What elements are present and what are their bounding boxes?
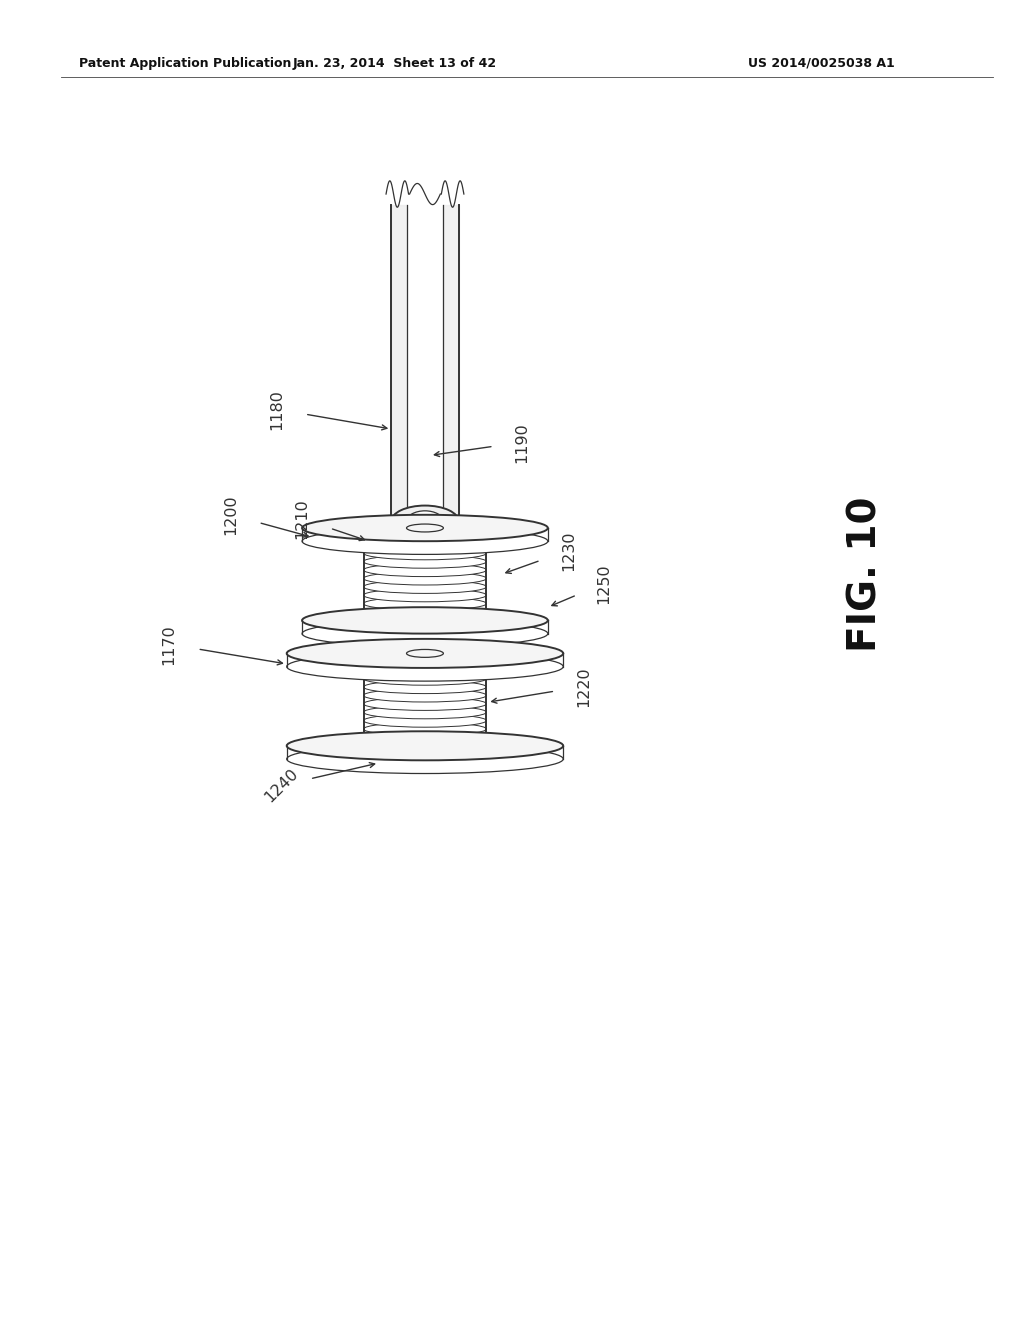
Ellipse shape <box>364 731 486 744</box>
Ellipse shape <box>364 689 486 702</box>
Ellipse shape <box>364 614 486 627</box>
Ellipse shape <box>302 528 548 554</box>
Text: 1210: 1210 <box>295 499 309 539</box>
Polygon shape <box>364 528 486 620</box>
Ellipse shape <box>364 546 486 560</box>
Ellipse shape <box>364 672 486 685</box>
Text: 1230: 1230 <box>561 531 575 570</box>
Ellipse shape <box>364 589 486 602</box>
Ellipse shape <box>407 511 443 532</box>
Polygon shape <box>364 653 486 746</box>
Text: US 2014/0025038 A1: US 2014/0025038 A1 <box>748 57 894 70</box>
Ellipse shape <box>364 714 486 727</box>
Ellipse shape <box>364 597 486 610</box>
Ellipse shape <box>364 521 486 535</box>
Ellipse shape <box>407 649 443 657</box>
Ellipse shape <box>364 606 486 619</box>
Ellipse shape <box>364 647 486 660</box>
Ellipse shape <box>287 731 563 760</box>
Ellipse shape <box>364 554 486 568</box>
Ellipse shape <box>364 697 486 710</box>
Ellipse shape <box>407 524 443 532</box>
Ellipse shape <box>364 706 486 719</box>
Ellipse shape <box>302 607 548 634</box>
Polygon shape <box>443 205 459 521</box>
Ellipse shape <box>364 655 486 668</box>
Text: Jan. 23, 2014  Sheet 13 of 42: Jan. 23, 2014 Sheet 13 of 42 <box>292 57 497 70</box>
Text: FIG. 10: FIG. 10 <box>846 496 885 652</box>
Ellipse shape <box>364 722 486 735</box>
Ellipse shape <box>391 506 459 537</box>
Text: 1170: 1170 <box>162 624 176 664</box>
Ellipse shape <box>364 739 486 752</box>
Text: 1220: 1220 <box>577 667 591 706</box>
Ellipse shape <box>364 680 486 693</box>
Text: 1240: 1240 <box>262 766 301 805</box>
Text: 1180: 1180 <box>269 389 284 429</box>
Ellipse shape <box>364 581 486 594</box>
Ellipse shape <box>302 515 548 541</box>
Ellipse shape <box>364 664 486 677</box>
Ellipse shape <box>287 652 563 681</box>
Ellipse shape <box>287 639 563 668</box>
Ellipse shape <box>364 529 486 543</box>
Ellipse shape <box>364 539 486 552</box>
Ellipse shape <box>302 620 548 647</box>
Ellipse shape <box>364 572 486 585</box>
Ellipse shape <box>287 744 563 774</box>
Text: Patent Application Publication: Patent Application Publication <box>79 57 291 70</box>
Text: 1190: 1190 <box>515 422 529 462</box>
Text: 1200: 1200 <box>223 495 238 535</box>
Polygon shape <box>391 205 407 521</box>
Ellipse shape <box>364 564 486 577</box>
Text: 1250: 1250 <box>597 564 611 603</box>
Polygon shape <box>391 205 459 521</box>
